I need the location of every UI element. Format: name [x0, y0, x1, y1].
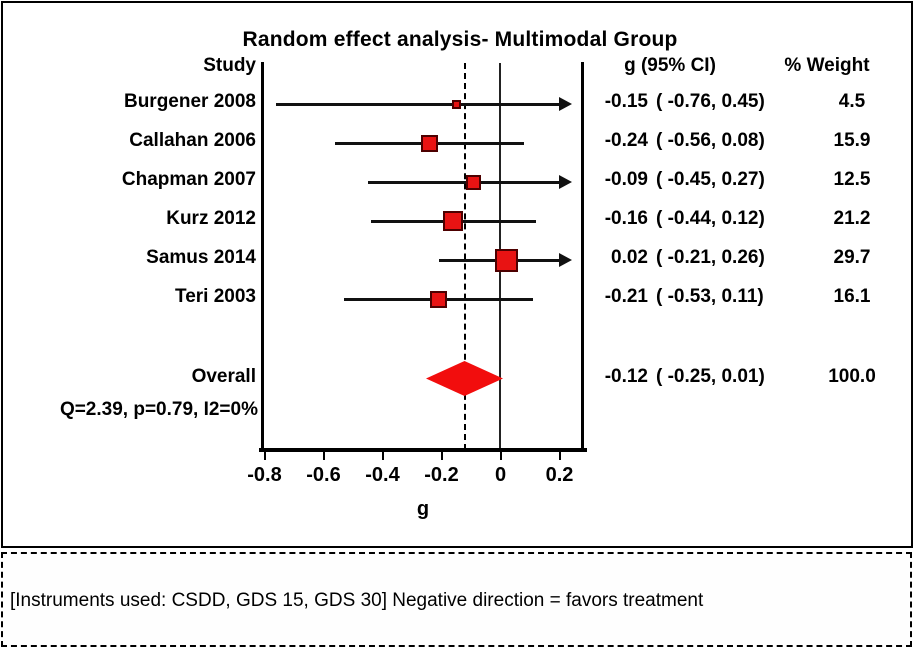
study-label: Chapman 2007 — [121, 169, 256, 190]
x-axis-tick — [381, 452, 384, 460]
ci-value: ( -0.53, 0.11) — [656, 286, 764, 307]
ci-value: ( -0.76, 0.45) — [656, 91, 765, 112]
x-axis-tick — [440, 452, 443, 460]
y-axis-line-left — [261, 62, 264, 452]
effect-size-marker — [443, 211, 464, 231]
ci-value: ( -0.56, 0.08) — [656, 130, 765, 151]
overall-effect-dashed-line — [464, 63, 466, 450]
x-axis-label: g — [416, 498, 430, 520]
chart-title: Random effect analysis- Multimodal Group — [242, 28, 678, 51]
g-value: 0.02 — [611, 247, 648, 268]
ci-value: ( -0.44, 0.12) — [656, 208, 765, 229]
x-axis-tick — [322, 452, 325, 460]
x-axis-tick-label: -0.4 — [365, 464, 400, 486]
y-axis-line-right — [581, 62, 584, 452]
ci-value: ( -0.45, 0.27) — [656, 169, 765, 190]
effect-size-marker — [466, 174, 482, 190]
overall-row-label: Overall — [191, 366, 256, 387]
ci-value: ( -0.25, 0.01) — [656, 366, 765, 387]
effect-size-marker — [421, 134, 439, 152]
footnote-box — [1, 552, 912, 647]
g-value: -0.24 — [604, 130, 648, 151]
heterogeneity-stats: Q=2.39, p=0.79, I2=0% — [59, 399, 258, 420]
effect-size-marker — [430, 290, 448, 308]
study-label: Kurz 2012 — [166, 208, 256, 229]
x-axis-tick-label: -0.6 — [306, 464, 341, 486]
weight-value: 12.5 — [833, 169, 871, 190]
x-axis-tick-label: -0.8 — [247, 464, 282, 486]
study-label: Burgener 2008 — [123, 91, 256, 112]
figure-border — [1, 1, 913, 548]
weight-value: 21.2 — [833, 208, 871, 229]
study-label: Teri 2003 — [175, 286, 256, 307]
g-value: -0.21 — [604, 286, 648, 307]
confidence-interval-line — [276, 103, 560, 106]
ci-arrow-right-icon — [559, 97, 572, 111]
column-header-effect: g (95% CI) — [624, 55, 716, 76]
footnote-text: [Instruments used: CSDD, GDS 15, GDS 30]… — [10, 590, 704, 611]
g-value: -0.09 — [604, 169, 648, 190]
column-header-weight: % Weight — [784, 55, 870, 76]
x-axis-tick-label: 0 — [494, 464, 507, 486]
g-value: -0.12 — [604, 366, 648, 387]
study-label: Callahan 2006 — [129, 130, 256, 151]
x-axis-tick — [263, 452, 266, 460]
ci-arrow-right-icon — [559, 175, 572, 189]
x-axis-tick — [558, 452, 561, 460]
column-header-study: Study — [203, 55, 256, 76]
study-label: Samus 2014 — [146, 247, 256, 268]
effect-size-marker — [494, 248, 518, 272]
g-value: -0.16 — [604, 208, 648, 229]
ci-arrow-right-icon — [559, 253, 572, 267]
x-axis-tick — [499, 452, 502, 460]
x-axis-tick-label: -0.2 — [424, 464, 459, 486]
weight-value: 4.5 — [838, 91, 866, 112]
confidence-interval-line — [367, 181, 560, 184]
x-axis-line — [259, 448, 587, 452]
weight-value: 16.1 — [833, 286, 871, 307]
weight-value: 15.9 — [833, 130, 871, 151]
ci-value: ( -0.21, 0.26) — [656, 247, 765, 268]
x-axis-tick-label: 0.2 — [545, 464, 574, 486]
weight-value: 100.0 — [828, 366, 876, 387]
weight-value: 29.7 — [833, 247, 871, 268]
effect-size-marker — [451, 99, 461, 109]
g-value: -0.15 — [604, 91, 648, 112]
